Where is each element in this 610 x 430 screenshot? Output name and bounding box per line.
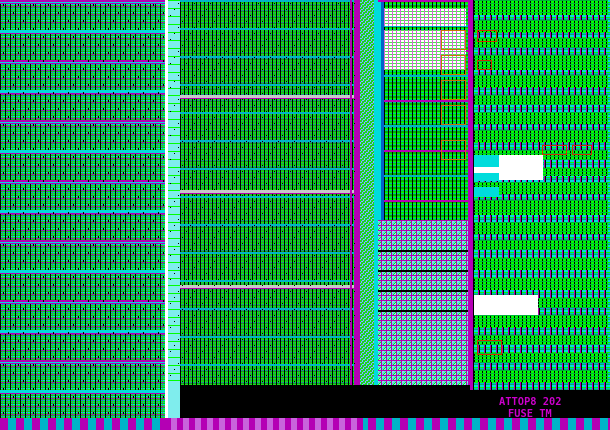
Text: ATTOP8 202: ATTOP8 202 xyxy=(499,397,561,407)
Text: FUSE TM: FUSE TM xyxy=(508,409,552,419)
